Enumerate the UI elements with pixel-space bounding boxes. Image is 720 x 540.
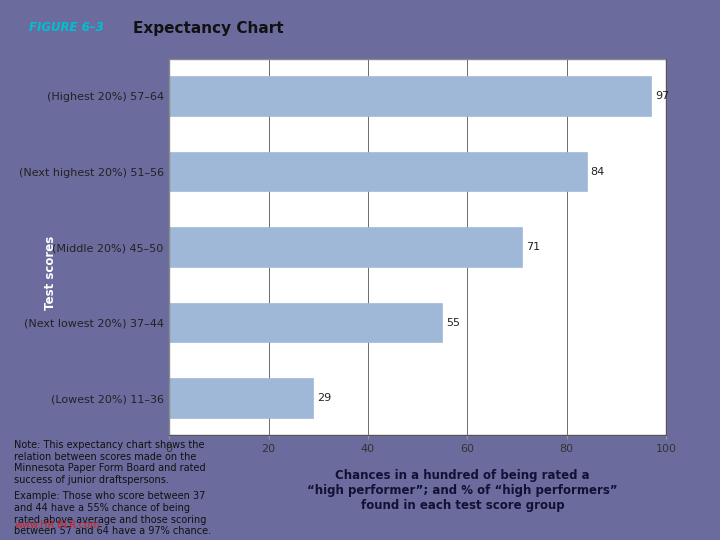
Bar <box>169 77 651 116</box>
Text: 84: 84 <box>590 166 605 177</box>
Bar <box>169 152 587 191</box>
Text: Chances in a hundred of being rated a
“high performer”; and % of “high performer: Chances in a hundred of being rated a “h… <box>307 469 618 511</box>
Text: Example: Those who score between 37
and 44 have a 55% chance of being
rated abov: Example: Those who score between 37 and … <box>14 491 212 536</box>
Text: FIGURE 6–3: FIGURE 6–3 <box>29 21 104 33</box>
Text: 55: 55 <box>446 318 460 328</box>
Bar <box>169 59 666 435</box>
Text: Expectancy Chart: Expectancy Chart <box>133 21 284 36</box>
Text: www.HR.BLR.com: www.HR.BLR.com <box>14 520 100 530</box>
Text: 71: 71 <box>526 242 540 252</box>
Text: 29: 29 <box>318 393 331 403</box>
Text: Note: This expectancy chart shows the
relation between scores made on the
Minnes: Note: This expectancy chart shows the re… <box>14 440 206 485</box>
Bar <box>169 379 313 417</box>
Bar <box>169 227 522 267</box>
Bar <box>169 303 442 342</box>
Text: Test scores: Test scores <box>44 235 57 310</box>
Text: 97: 97 <box>655 91 670 101</box>
